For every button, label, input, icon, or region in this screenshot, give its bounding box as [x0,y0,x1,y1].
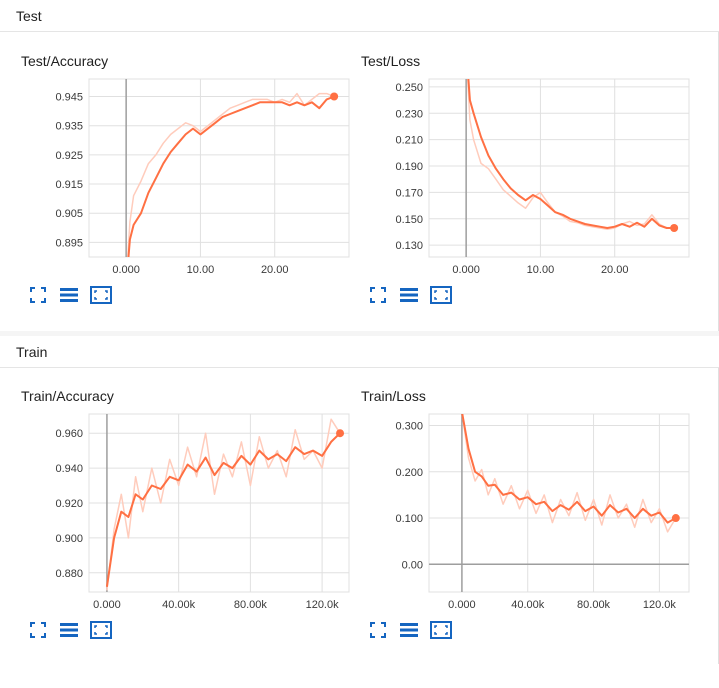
list-icon[interactable] [59,286,81,304]
y-tick-label: 0.905 [55,208,83,220]
y-tick-label: 0.200 [395,467,423,479]
series-line-smoothed [467,79,675,229]
x-tick-label: 40.00k [511,599,545,611]
y-tick-label: 0.150 [395,214,423,226]
y-tick-label: 0.210 [395,135,423,147]
series-line-smoothed [127,95,335,257]
x-tick-label: 120.0k [643,599,677,611]
x-tick-label: 0.000 [448,599,476,611]
series-line-raw [467,79,675,231]
expand-icon[interactable] [29,621,51,639]
chart-title: Test/Loss [361,53,421,69]
x-tick-label: 120.0k [306,599,340,611]
y-tick-label: 0.170 [395,187,423,199]
y-tick-label: 0.960 [55,428,83,440]
expand-icon[interactable] [29,286,51,304]
y-tick-label: 0.945 [55,92,83,104]
y-tick-label: 0.250 [395,82,423,94]
chart-test-loss[interactable]: 0.130 0.150 0.170 0.190 0.210 0.230 0.250 0.000… [361,53,701,293]
y-tick-label: 0.915 [55,179,83,191]
plot-area [88,78,350,258]
fit-domain-icon[interactable] [430,286,452,304]
series-line-smoothed [105,432,341,587]
chart-card-test-accuracy: Test/Accuracy 0.895 0.905 0.915 0.925 0.935 0… [21,53,361,353]
expand-icon[interactable] [369,286,391,304]
y-tick-label: 0.935 [55,121,83,133]
expand-icon[interactable] [369,621,391,639]
fit-domain-icon[interactable] [430,621,452,639]
list-icon[interactable] [59,621,81,639]
y-tick-label: 0.130 [395,240,423,252]
fit-domain-icon[interactable] [90,286,112,304]
fit-domain-icon[interactable] [90,621,112,639]
x-tick-label: 10.00 [527,264,555,276]
y-tick-label: 0.895 [55,237,83,249]
x-tick-label: 0.000 [112,264,140,276]
x-tick-label: 80.00k [577,599,611,611]
chart-train-loss[interactable]: 0.00 0.100 0.200 0.300 0.000 40.00k 80.00k 120.… [361,388,701,628]
x-tick-label: 20.00 [601,264,629,276]
y-tick-label: 0.940 [55,463,83,475]
section-separator [0,331,719,336]
y-tick-label: 0.190 [395,161,423,173]
section-header-test[interactable]: Test [0,0,719,32]
x-tick-label: 40.00k [162,599,196,611]
list-icon[interactable] [399,621,421,639]
chart-card-train-loss: Train/Loss 0.00 0.100 0.200 0.300 0.000 40.00… [361,388,701,688]
series-line-smoothed [461,414,677,524]
list-icon[interactable] [399,286,421,304]
last-point-marker [670,223,679,232]
y-tick-label: 0.880 [55,568,83,580]
y-tick-label: 0.100 [395,513,423,525]
last-point-marker [671,514,680,523]
y-tick-label: 0.900 [55,533,83,545]
y-tick-label: 0.00 [402,559,423,571]
series-line-raw [127,92,335,257]
chart-card-train-accuracy: Train/Accuracy 0.880 0.900 0.920 0.940 0.960… [21,388,361,688]
last-point-marker [336,429,345,438]
x-tick-label: 80.00k [234,599,268,611]
section-header-train[interactable]: Train [0,336,719,368]
chart-card-test-loss: Test/Loss 0.130 0.150 0.170 0.190 0.210 0.230… [361,53,701,353]
y-tick-label: 0.230 [395,108,423,120]
chart-test-accuracy[interactable]: 0.895 0.905 0.915 0.925 0.935 0.945 0.000 10.00… [21,53,361,293]
section-title: Test [16,8,42,24]
x-tick-label: 0.000 [93,599,121,611]
y-tick-label: 0.300 [395,421,423,433]
y-tick-label: 0.920 [55,498,83,510]
chart-title: Train/Accuracy [21,388,114,404]
last-point-marker [330,92,339,101]
section-title: Train [16,344,48,360]
chart-title: Test/Accuracy [21,53,109,69]
x-tick-label: 10.00 [187,264,215,276]
chart-train-accuracy[interactable]: 0.880 0.900 0.920 0.940 0.960 0.000 40.00k 80.0… [21,388,361,628]
y-tick-label: 0.925 [55,150,83,162]
chart-title: Train/Loss [361,388,426,404]
x-tick-label: 0.000 [452,264,480,276]
x-tick-label: 20.00 [261,264,289,276]
plot-area [428,78,690,258]
series-line-raw [106,418,341,591]
